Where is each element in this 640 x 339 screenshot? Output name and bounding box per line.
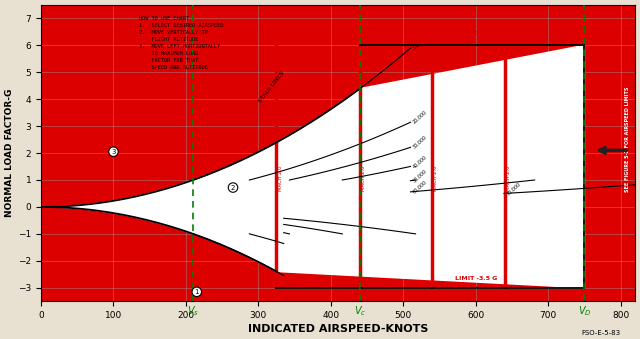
Text: LIMIT 6.G. WITH 4000 LB. FUEL: LIMIT 6.G. WITH 4000 LB. FUEL: [407, 31, 516, 36]
Text: S.L.: S.L.: [412, 41, 422, 51]
Text: MACH 2.0: MACH 2.0: [506, 165, 511, 191]
Text: STALL LINES: STALL LINES: [258, 70, 285, 103]
Text: 30,000: 30,000: [412, 135, 428, 150]
Text: 1: 1: [195, 289, 199, 295]
Text: MACH 2.0: MACH 2.0: [361, 165, 366, 191]
Text: MACH 2.0: MACH 2.0: [433, 165, 438, 191]
Text: 3: 3: [111, 149, 116, 155]
Text: LIMIT -3.5 G: LIMIT -3.5 G: [454, 276, 497, 281]
Text: FSO-E-5-83: FSO-E-5-83: [582, 330, 621, 336]
Text: HOW TO USE CHART
1.  SELECT DESIRED AIRSPEED
2.  MOVE VERTICALLY TO
    FLIGHT A: HOW TO USE CHART 1. SELECT DESIRED AIRSP…: [139, 16, 223, 69]
Y-axis label: NORMAL LOAD FACTOR-G: NORMAL LOAD FACTOR-G: [5, 89, 14, 217]
Polygon shape: [41, 45, 584, 288]
Text: $V_D$: $V_D$: [578, 304, 591, 318]
Text: $V_c$: $V_c$: [354, 304, 366, 318]
Text: 2: 2: [231, 184, 235, 191]
Text: 20,000: 20,000: [412, 110, 428, 125]
Text: 60,000: 60,000: [412, 179, 428, 195]
Text: 50,000: 50,000: [412, 168, 428, 183]
Text: $V_s$: $V_s$: [187, 304, 199, 318]
Text: 70,000: 70,000: [506, 181, 522, 196]
Text: MACH 2.0: MACH 2.0: [278, 165, 283, 191]
Text: 40,000: 40,000: [412, 154, 428, 169]
X-axis label: INDICATED AIRSPEED-KNOTS: INDICATED AIRSPEED-KNOTS: [248, 324, 428, 334]
Text: SEE FIGURE 5-2 FOR AIRSPEED LIMITS: SEE FIGURE 5-2 FOR AIRSPEED LIMITS: [625, 87, 630, 192]
